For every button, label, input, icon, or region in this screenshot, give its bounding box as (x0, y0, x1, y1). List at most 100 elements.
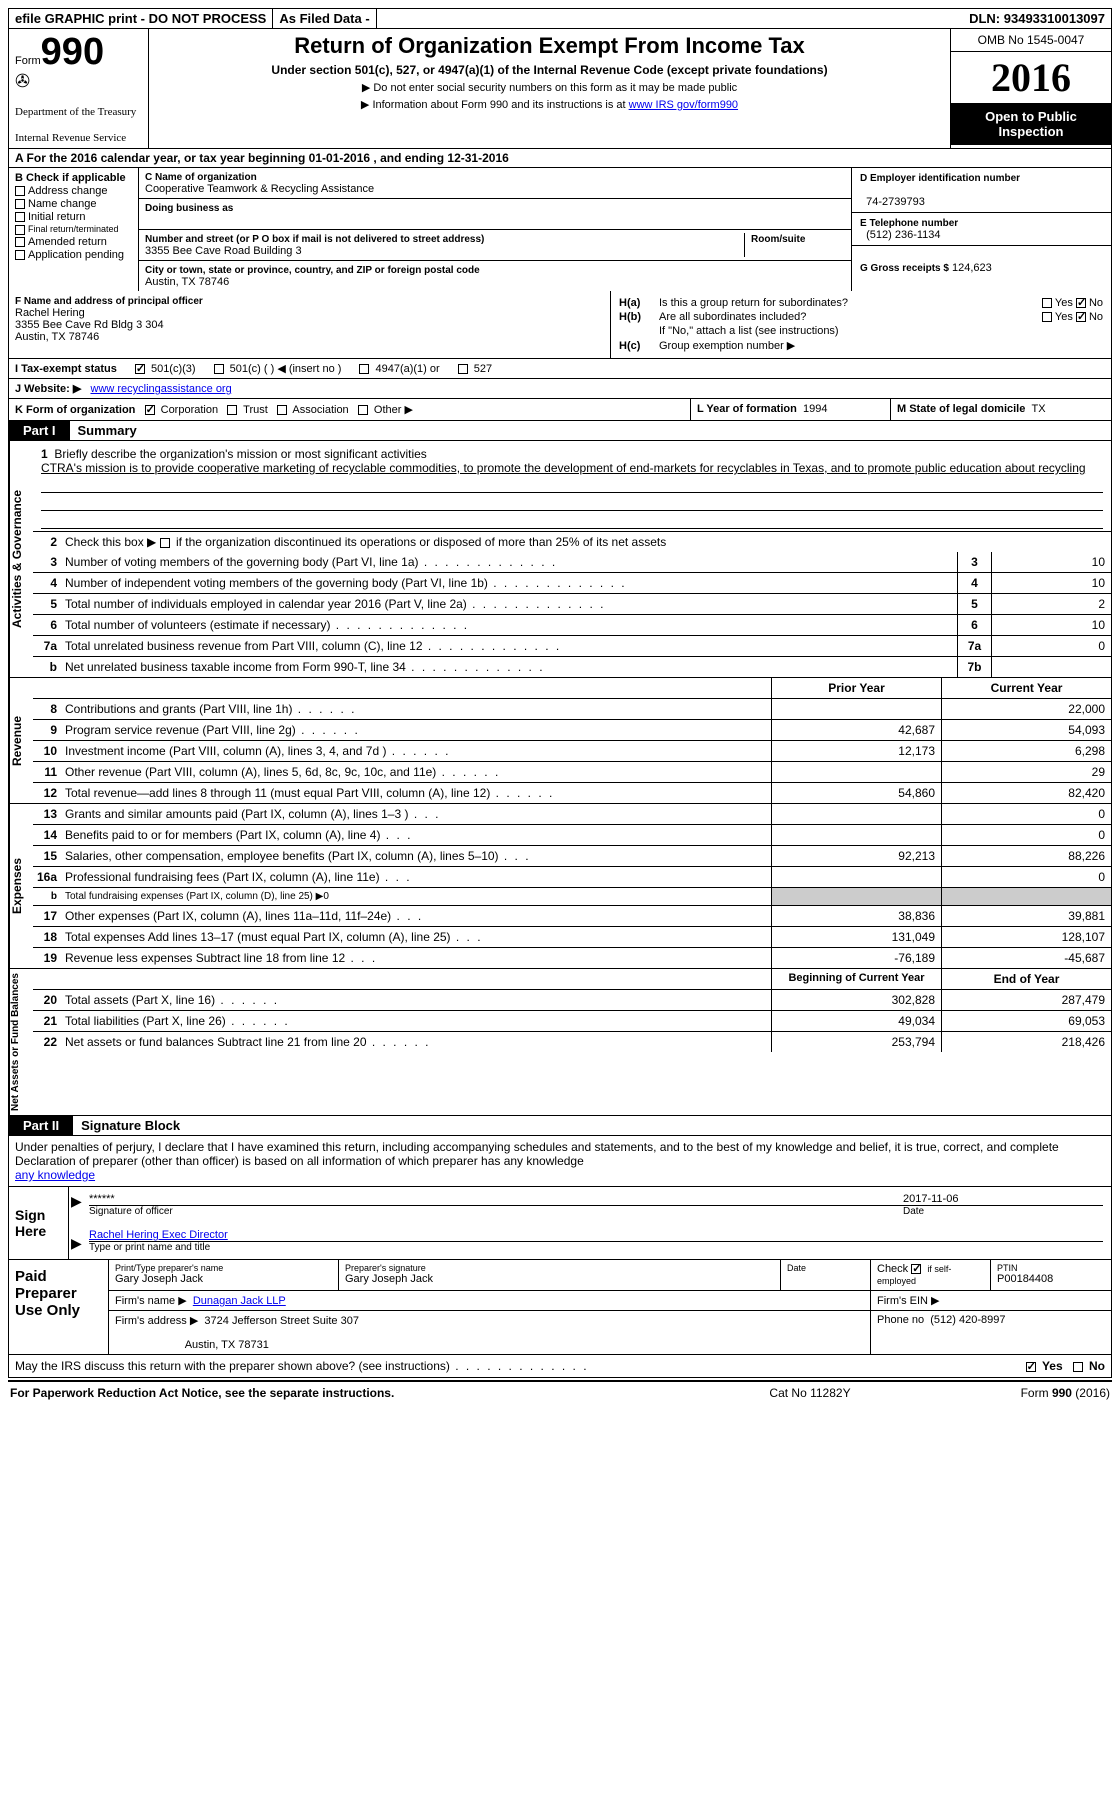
line-12-curr: 82,420 (941, 783, 1111, 803)
phone-cell: E Telephone number (512) 236-1134 (852, 213, 1111, 246)
chk-self-employed[interactable] (911, 1264, 921, 1274)
discuss-no[interactable] (1073, 1362, 1083, 1372)
line-15-prior: 92,213 (771, 846, 941, 866)
tax-year: 2016 (951, 52, 1111, 103)
line-15: 15Salaries, other compensation, employee… (33, 845, 1111, 866)
omb-number: OMB No 1545-0047 (951, 29, 1111, 52)
row-f-h: F Name and address of principal officer … (8, 291, 1112, 359)
chk-corporation[interactable] (145, 405, 155, 415)
line-20-prior: 302,828 (771, 990, 941, 1010)
chk-final-return[interactable]: Final return/terminated (15, 224, 132, 235)
officer-name: Rachel Hering (15, 307, 85, 319)
line-20: 20Total assets (Part X, line 16)302,8282… (33, 989, 1111, 1010)
line-7b: bNet unrelated business taxable income f… (33, 656, 1111, 677)
pycy-header: Prior Year Current Year (33, 678, 1111, 698)
chk-discontinued[interactable] (160, 538, 170, 548)
efile-icon: ✇ (15, 71, 142, 92)
col-c-org-info: C Name of organization Cooperative Teamw… (139, 168, 851, 291)
line-7a: 7aTotal unrelated business revenue from … (33, 635, 1111, 656)
ein-cell: D Employer identification number 74-2739… (852, 168, 1111, 213)
ha-no[interactable] (1076, 298, 1086, 308)
form-subtitle: Under section 501(c), 527, or 4947(a)(1)… (159, 63, 940, 77)
line-16a-prior (771, 867, 941, 887)
line-16a-curr: 0 (941, 867, 1111, 887)
instructions-pre: ▶ Information about Form 990 and its ins… (361, 99, 629, 111)
line-5-value: 2 (991, 594, 1111, 614)
period-begin: 01-01-2016 (309, 151, 370, 165)
part-ii-tag: Part II (9, 1116, 73, 1135)
chk-application-pending[interactable]: Application pending (15, 249, 132, 261)
line-9-prior: 42,687 (771, 720, 941, 740)
chk-527[interactable] (458, 364, 468, 374)
line-21-curr: 69,053 (941, 1011, 1111, 1031)
line-b-prior (771, 888, 941, 905)
part-ii-header: Part II Signature Block (8, 1116, 1112, 1136)
website-link[interactable]: www recyclingassistance org (91, 383, 232, 395)
efile-notice: efile GRAPHIC print - DO NOT PROCESS (9, 9, 273, 28)
line-19-curr: -45,687 (941, 948, 1111, 968)
nafb-label: Net Assets or Fund Balances (9, 969, 33, 1115)
line-8-prior (771, 699, 941, 719)
sign-date: 2017-11-06 (903, 1193, 1103, 1205)
chk-amended-return[interactable]: Amended return (15, 236, 132, 248)
discuss-yes[interactable] (1026, 1362, 1036, 1372)
irs-discuss: May the IRS discuss this return with the… (8, 1355, 1112, 1378)
line-6-value: 10 (991, 615, 1111, 635)
chk-trust[interactable] (227, 405, 237, 415)
line-19: 19Revenue less expenses Subtract line 18… (33, 947, 1111, 968)
revenue-label: Revenue (9, 678, 33, 803)
line-4-value: 10 (991, 573, 1111, 593)
hb-yes[interactable] (1042, 312, 1052, 322)
chk-name-change[interactable]: Name change (15, 198, 132, 210)
col-de: D Employer identification number 74-2739… (851, 168, 1111, 291)
org-name-cell: C Name of organization Cooperative Teamw… (139, 168, 851, 199)
line-7b-value (991, 657, 1111, 677)
chk-other-org[interactable] (358, 405, 368, 415)
line-11-curr: 29 (941, 762, 1111, 782)
dept-irs: Internal Revenue Service (15, 132, 142, 144)
line-11: 11Other revenue (Part VIII, column (A), … (33, 761, 1111, 782)
row-j-website: J Website: ▶ www recyclingassistance org (8, 379, 1112, 399)
form-prefix: Form (15, 55, 41, 67)
street-value: 3355 Bee Cave Road Building 3 (145, 245, 302, 257)
chk-association[interactable] (277, 405, 287, 415)
paperwork-notice: For Paperwork Reduction Act Notice, see … (10, 1386, 710, 1400)
part-i-header: Part I Summary (8, 421, 1112, 441)
officer-name-link[interactable]: Rachel Hering Exec Director (89, 1229, 228, 1241)
hb-no[interactable] (1076, 312, 1086, 322)
activities-label: Activities & Governance (9, 441, 33, 677)
ha-label: H(a) (619, 297, 659, 309)
firm-name-link[interactable]: Dunagan Jack LLP (193, 1295, 286, 1307)
revenue-section: Revenue Prior Year Current Year 8Contrib… (8, 678, 1112, 804)
ein-value: 74-2739793 (866, 196, 925, 208)
cat-no: Cat No 11282Y (710, 1386, 910, 1400)
chk-4947[interactable] (359, 364, 369, 374)
dln-label: DLN: (969, 11, 1000, 26)
any-knowledge-link[interactable]: any knowledge (15, 1168, 1105, 1182)
line-18-curr: 128,107 (941, 927, 1111, 947)
line-17-curr: 39,881 (941, 906, 1111, 926)
chk-initial-return[interactable]: Initial return (15, 211, 132, 223)
chk-501c3[interactable] (135, 364, 145, 374)
line-15-curr: 88,226 (941, 846, 1111, 866)
dln: DLN: 93493310013097 (963, 9, 1111, 28)
form-title: Return of Organization Exempt From Incom… (159, 33, 940, 59)
part-i-tag: Part I (9, 421, 70, 440)
line-3-value: 10 (991, 552, 1111, 572)
ha-yes[interactable] (1042, 298, 1052, 308)
prior-year-hdr: Prior Year (771, 678, 941, 698)
officer-addr1: 3355 Bee Cave Rd Bldg 3 304 (15, 319, 164, 331)
instructions-link[interactable]: www IRS gov/form990 (629, 99, 738, 111)
group-return: H(a) Is this a group return for subordin… (611, 291, 1111, 358)
principal-officer: F Name and address of principal officer … (9, 291, 611, 358)
preparer-signature: Gary Joseph Jack (345, 1273, 433, 1285)
officer-signature: ****** (89, 1193, 903, 1205)
hc-label: H(c) (619, 340, 659, 352)
chk-501c[interactable] (214, 364, 224, 374)
form-ref: Form 990 (2016) (910, 1386, 1110, 1400)
part-i-title: Summary (70, 423, 137, 438)
chk-address-change[interactable]: Address change (15, 185, 132, 197)
page-footer: For Paperwork Reduction Act Notice, see … (8, 1380, 1112, 1404)
line-18: 18Total expenses Add lines 13–17 (must e… (33, 926, 1111, 947)
hb-label: H(b) (619, 311, 659, 323)
